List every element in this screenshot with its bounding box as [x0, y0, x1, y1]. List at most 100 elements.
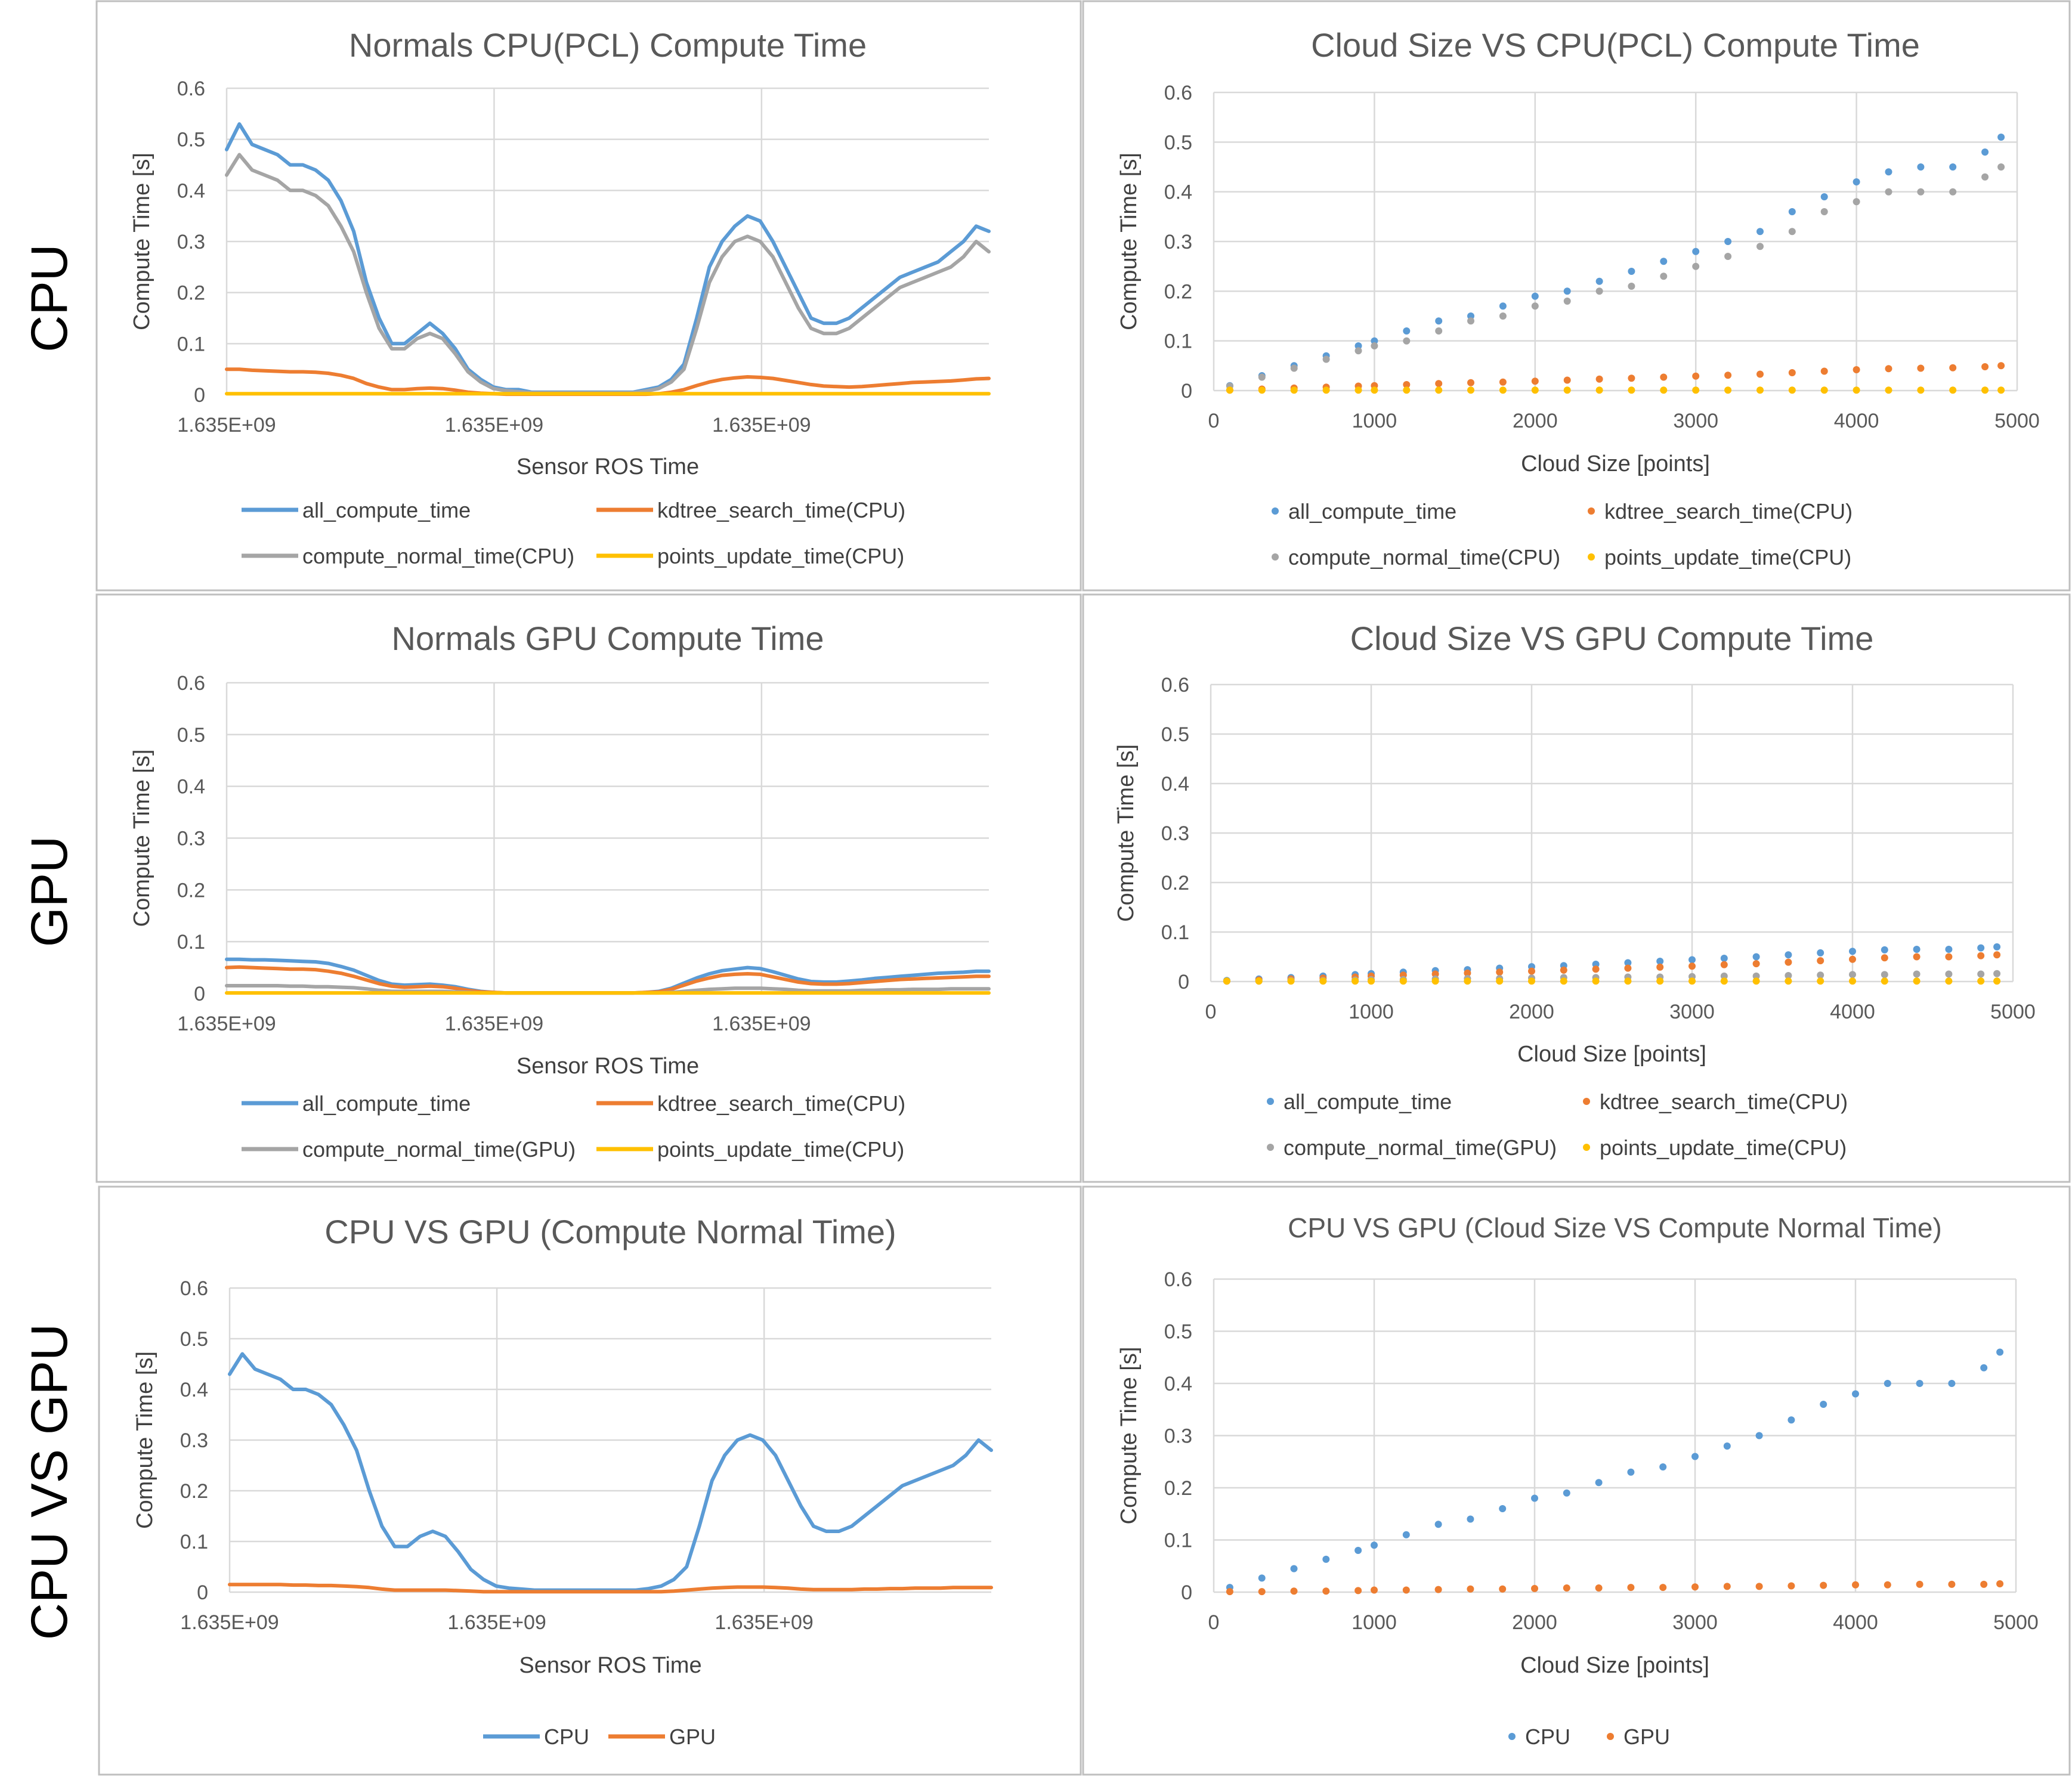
data-point [1595, 277, 1603, 285]
legend-swatch [1583, 1098, 1590, 1105]
data-point [1980, 1364, 1988, 1372]
y-tick-label: 0.4 [1164, 181, 1192, 204]
data-point [1290, 386, 1298, 394]
data-point [1290, 1565, 1298, 1572]
y-tick-label: 0.3 [177, 231, 205, 253]
data-point [1785, 972, 1792, 979]
x-tick-label: 3000 [1673, 410, 1718, 432]
legend-label: points_update_time(CPU) [657, 544, 904, 568]
data-point [1592, 965, 1600, 973]
data-point [1258, 386, 1266, 394]
x-tick-label: 4000 [1830, 1001, 1875, 1023]
data-point [1563, 1489, 1570, 1497]
x-tick-label: 2000 [1513, 410, 1558, 432]
x-tick-label: 4000 [1833, 1611, 1878, 1634]
legend-label: compute_normal_time(GPU) [1284, 1135, 1557, 1160]
y-tick-label: 0.1 [180, 1531, 208, 1553]
data-point [1531, 1584, 1538, 1592]
y-tick-label: 0.3 [1161, 822, 1189, 845]
legend-label: kdtree_search_time(CPU) [657, 1091, 905, 1116]
data-point [1659, 1584, 1667, 1592]
legend-swatch [1583, 1144, 1590, 1151]
x-tick-label: 1.635E+09 [712, 1013, 811, 1035]
data-point [1993, 951, 2001, 959]
y-axis-label: Compute Time [s] [132, 1351, 157, 1529]
data-point [1996, 1580, 2004, 1587]
chart-cmp-line: CPU VS GPU (Compute Normal Time) 0 0.1 0.2 0… [132, 1213, 993, 1749]
data-point [1752, 960, 1760, 968]
data-point [1435, 317, 1443, 325]
data-point [1371, 337, 1378, 345]
data-point [1563, 1584, 1570, 1592]
data-point [1817, 957, 1824, 965]
data-point [1258, 1574, 1266, 1582]
data-point [1624, 964, 1632, 972]
y-tick-label: 0.5 [180, 1328, 208, 1351]
data-point [1820, 208, 1828, 215]
panel-frame-gpu-line [95, 593, 1082, 1183]
data-point [1852, 1581, 1859, 1589]
data-point [1977, 970, 1985, 978]
data-point [1399, 977, 1407, 985]
data-point [1916, 1580, 1923, 1588]
data-point [1660, 258, 1668, 265]
data-point [1881, 977, 1888, 985]
legend-swatch [1588, 553, 1595, 561]
data-point [1592, 977, 1600, 985]
data-point [1788, 369, 1796, 376]
data-point [1403, 381, 1411, 388]
y-tick-label: 0.1 [177, 333, 205, 355]
data-point [1723, 1583, 1731, 1590]
y-tick-label: 0.5 [1161, 723, 1189, 746]
legend-label: kdtree_search_time(CPU) [657, 498, 905, 522]
data-point [1660, 386, 1668, 394]
data-point [1531, 377, 1539, 385]
data-point [1371, 386, 1378, 394]
x-axis-label: Sensor ROS Time [517, 454, 699, 479]
data-point [1724, 372, 1732, 379]
data-point [1752, 953, 1760, 961]
row-label-cpu: CPU [21, 244, 78, 352]
y-axis-label: Compute Time [s] [1114, 744, 1139, 922]
data-point [1319, 977, 1327, 985]
x-tick-label: 3000 [1669, 1001, 1715, 1023]
data-point [1977, 944, 1985, 952]
data-point [1531, 302, 1539, 310]
data-point [1720, 961, 1728, 968]
data-point [1949, 188, 1957, 196]
y-tick-label: 0.4 [177, 776, 205, 798]
data-point [1467, 379, 1474, 386]
x-tick-label: 5000 [1994, 410, 2040, 432]
y-tick-label: 0 [194, 983, 205, 1005]
data-point [1817, 971, 1824, 979]
data-point [1997, 163, 2005, 171]
data-point [1290, 364, 1298, 372]
y-tick-label: 0.2 [180, 1480, 208, 1503]
data-point [1692, 386, 1700, 394]
data-point [1820, 367, 1828, 375]
y-tick-label: 0.2 [1164, 1477, 1192, 1500]
data-point [1917, 364, 1925, 372]
y-axis-label: Compute Time [s] [1117, 153, 1142, 330]
y-tick-label: 0.3 [1164, 231, 1192, 253]
data-point [1403, 337, 1411, 345]
data-point [1977, 977, 1985, 985]
data-point [1467, 1515, 1474, 1523]
data-point [1980, 1580, 1988, 1588]
legend-label: GPU [1623, 1725, 1670, 1749]
series-line-1 [228, 1583, 993, 1594]
legend-swatch [1272, 553, 1279, 561]
data-point [1849, 955, 1856, 963]
data-point [1354, 1547, 1362, 1554]
x-tick-label: 1.635E+09 [445, 414, 543, 436]
x-tick-label: 1.635E+09 [180, 1611, 279, 1634]
y-tick-label: 0 [1181, 380, 1192, 403]
data-point [1853, 366, 1860, 373]
data-point [1913, 946, 1921, 953]
y-tick-label: 0.3 [177, 828, 205, 850]
x-tick-label: 1000 [1352, 1611, 1397, 1634]
data-point [1371, 1586, 1378, 1594]
legend-swatch [1588, 507, 1595, 515]
x-tick-label: 1000 [1352, 410, 1397, 432]
